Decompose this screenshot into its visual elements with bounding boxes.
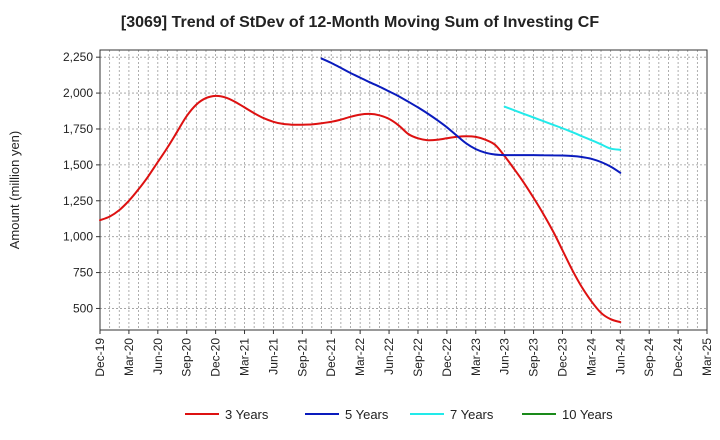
y-tick-label: 1,000 [63, 230, 93, 244]
x-tick-label: Sep-21 [295, 338, 309, 377]
legend-label-3-years: 3 Years [225, 407, 269, 422]
y-tick-label: 2,250 [63, 50, 93, 64]
x-tick-label: Dec-20 [209, 338, 223, 377]
x-tick-label: Sep-24 [642, 338, 656, 377]
legend-label-7-years: 7 Years [450, 407, 494, 422]
x-tick-label: Jun-20 [151, 338, 165, 375]
x-tick-label: Mar-25 [700, 338, 714, 376]
series-line-7-years [503, 105, 622, 151]
x-tick-label: Dec-23 [555, 338, 569, 377]
y-tick-label: 1,750 [63, 122, 93, 136]
x-tick-label: Dec-19 [93, 338, 107, 377]
plot-frame [99, 49, 708, 331]
y-tick-label: 500 [73, 301, 93, 315]
legend-label-10-years: 10 Years [562, 407, 613, 422]
x-tick-label: Dec-24 [671, 338, 685, 377]
grid-layer [100, 50, 707, 330]
x-tick-label: Dec-22 [440, 338, 454, 377]
x-tick-label: Jun-22 [382, 338, 396, 375]
x-tick-label: Mar-24 [584, 338, 598, 376]
y-axis-label: Amount (million yen) [7, 131, 22, 250]
x-tick-label: Sep-22 [411, 338, 425, 377]
y-tick-label: 1,250 [63, 194, 93, 208]
x-tick-label: Sep-20 [180, 338, 194, 377]
series-line-5-years [320, 57, 622, 174]
y-tick-label: 2,000 [63, 86, 93, 100]
series-line-3-years [99, 94, 622, 324]
series-layer [99, 57, 622, 324]
x-tick-label: Jun-23 [498, 338, 512, 375]
x-tick-label: Mar-20 [122, 338, 136, 376]
x-tick-label: Mar-22 [353, 338, 367, 376]
y-tick-label: 1,500 [63, 158, 93, 172]
x-tick-label: Dec-21 [324, 338, 338, 377]
ticks-layer: 500 750 1,000 1,250 1,500 1,750 2,000 2,250 Dec-… [63, 50, 714, 377]
x-tick-label: Jun-21 [266, 338, 280, 375]
x-tick-label: Sep-23 [527, 338, 541, 377]
x-tick-label: Mar-23 [469, 338, 483, 376]
chart-title: [3069] Trend of StDev of 12-Month Moving… [120, 14, 600, 31]
y-tick-label: 750 [73, 266, 93, 280]
axes-layer [99, 49, 708, 331]
x-tick-label: Jun-24 [613, 338, 627, 375]
x-tick-label: Mar-21 [238, 338, 252, 376]
legend: 3 Years 5 Years 7 Years 10 Years [185, 407, 613, 422]
legend-label-5-years: 5 Years [345, 407, 389, 422]
